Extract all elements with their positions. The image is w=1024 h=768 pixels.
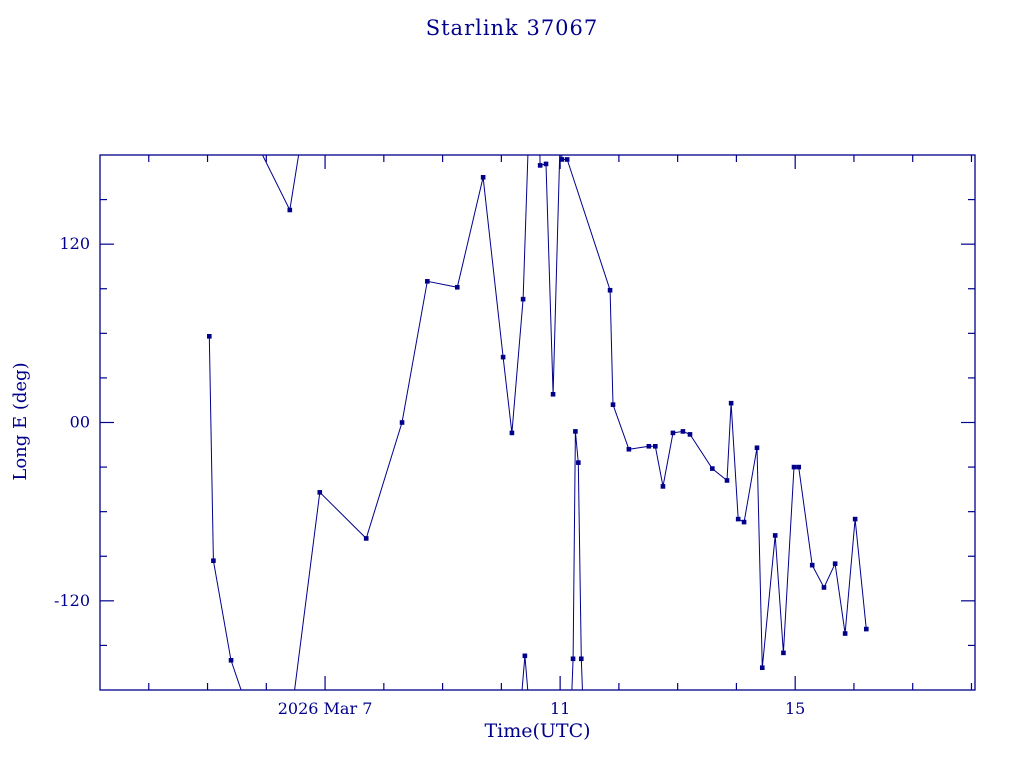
data-line bbox=[561, 155, 867, 668]
data-point-marker bbox=[710, 466, 715, 471]
data-line bbox=[294, 155, 529, 690]
data-point-marker bbox=[809, 562, 815, 568]
data-point-marker bbox=[522, 653, 528, 659]
data-point-marker bbox=[626, 446, 632, 452]
data-point-marker bbox=[576, 460, 581, 465]
data-point-marker bbox=[543, 161, 549, 167]
plot-frame bbox=[99, 154, 976, 691]
data-line bbox=[521, 655, 529, 690]
data-point-marker bbox=[653, 443, 658, 449]
data-point-marker bbox=[425, 279, 430, 284]
data-point-marker bbox=[670, 430, 676, 436]
data-line bbox=[261, 155, 300, 212]
data-line bbox=[571, 431, 583, 690]
data-point-marker bbox=[796, 464, 802, 470]
data-point-marker bbox=[211, 558, 216, 564]
data-point-marker bbox=[578, 656, 584, 662]
y-tick-label: 00 bbox=[70, 413, 90, 432]
data-point-marker bbox=[724, 478, 730, 483]
data-point-marker bbox=[207, 334, 212, 339]
data-point-marker bbox=[363, 536, 369, 541]
data-point-marker bbox=[863, 626, 869, 632]
data-point-marker bbox=[570, 656, 576, 662]
data-point-marker bbox=[852, 516, 858, 522]
data-line bbox=[539, 155, 561, 395]
data-point-marker bbox=[842, 631, 848, 636]
data-point-marker bbox=[759, 665, 765, 671]
data-point-marker bbox=[509, 430, 515, 436]
data-point-marker bbox=[832, 561, 838, 566]
x-tick-label: 11 bbox=[550, 699, 570, 718]
data-point-marker bbox=[680, 429, 686, 434]
data-point-marker bbox=[735, 516, 741, 522]
data-point-marker bbox=[537, 163, 543, 168]
data-point-marker bbox=[287, 207, 293, 213]
data-point-marker bbox=[573, 429, 578, 434]
data-point-marker bbox=[564, 157, 570, 162]
data-point-marker bbox=[687, 432, 693, 437]
data-point-marker bbox=[317, 490, 323, 495]
data-point-marker bbox=[480, 174, 486, 180]
data-point-marker bbox=[550, 391, 556, 397]
data-point-marker bbox=[781, 650, 786, 656]
x-tick-label: 15 bbox=[785, 699, 805, 718]
data-point-marker bbox=[772, 533, 778, 538]
x-tick-label: 2026 Mar 7 bbox=[278, 699, 373, 718]
y-tick-label: 120 bbox=[59, 234, 90, 253]
data-point-marker bbox=[454, 284, 460, 290]
data-point-marker bbox=[741, 519, 747, 525]
data-point-marker bbox=[399, 420, 405, 425]
x-axis-label: Time(UTC) bbox=[484, 720, 591, 742]
data-point-marker bbox=[660, 484, 666, 489]
data-point-marker bbox=[228, 657, 234, 663]
data-point-marker bbox=[821, 585, 827, 590]
chart-title: Starlink 37067 bbox=[425, 16, 599, 40]
data-point-marker bbox=[500, 354, 506, 360]
data-point-marker bbox=[728, 400, 734, 406]
data-point-marker bbox=[610, 402, 616, 407]
data-point-marker bbox=[646, 443, 652, 449]
data-point-marker bbox=[520, 296, 526, 302]
y-tick-label: -120 bbox=[54, 591, 90, 610]
data-point-marker bbox=[559, 157, 565, 162]
data-point-marker bbox=[754, 445, 760, 451]
data-line bbox=[208, 336, 242, 690]
data-point-marker bbox=[791, 464, 797, 470]
data-point-marker bbox=[607, 287, 613, 293]
